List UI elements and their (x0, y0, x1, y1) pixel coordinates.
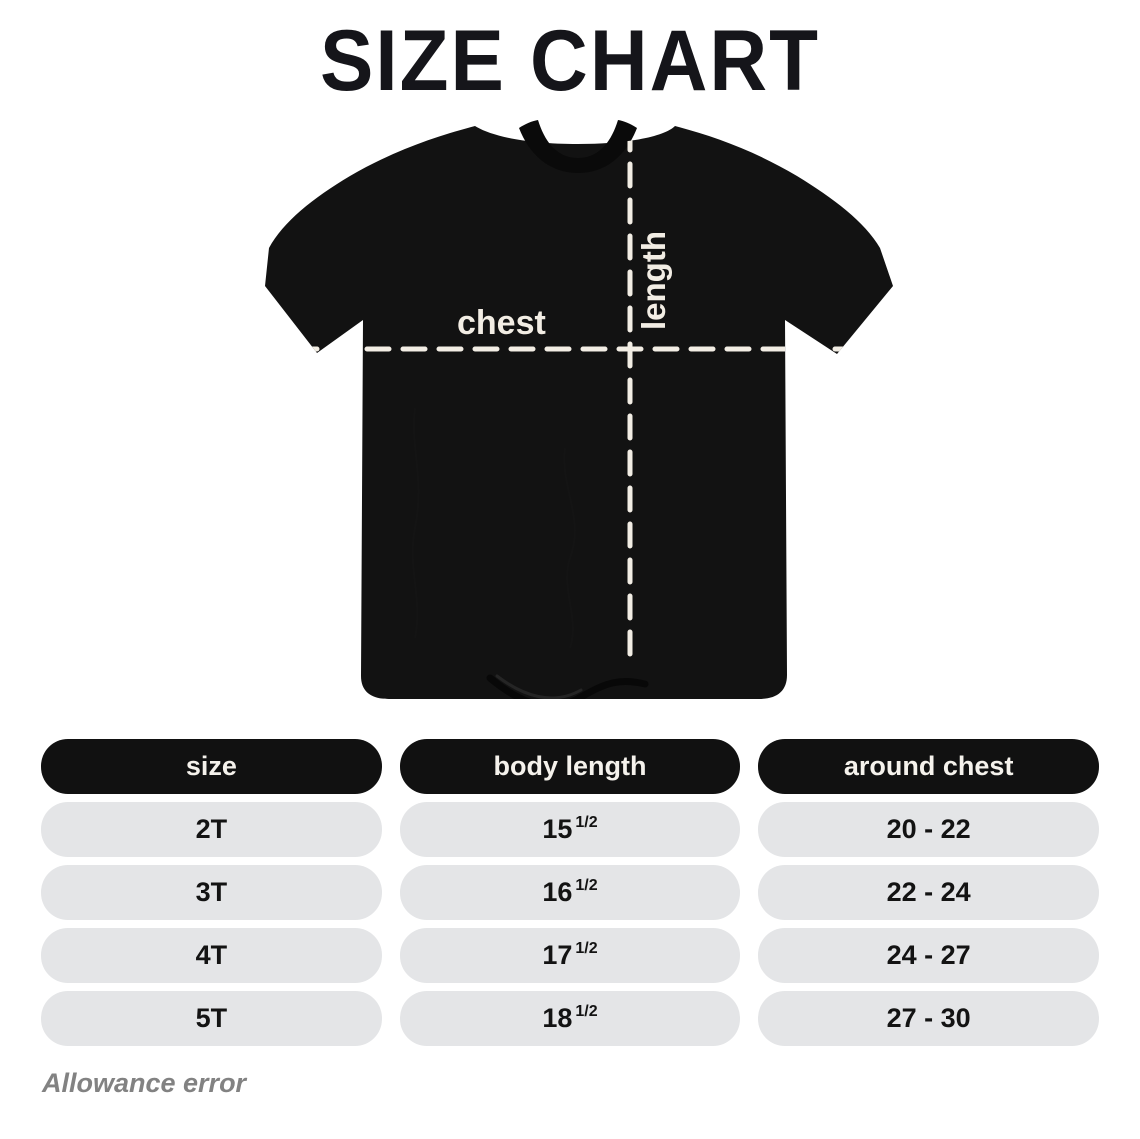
svg-text:length: length (635, 231, 672, 330)
svg-text:chest: chest (457, 304, 546, 342)
